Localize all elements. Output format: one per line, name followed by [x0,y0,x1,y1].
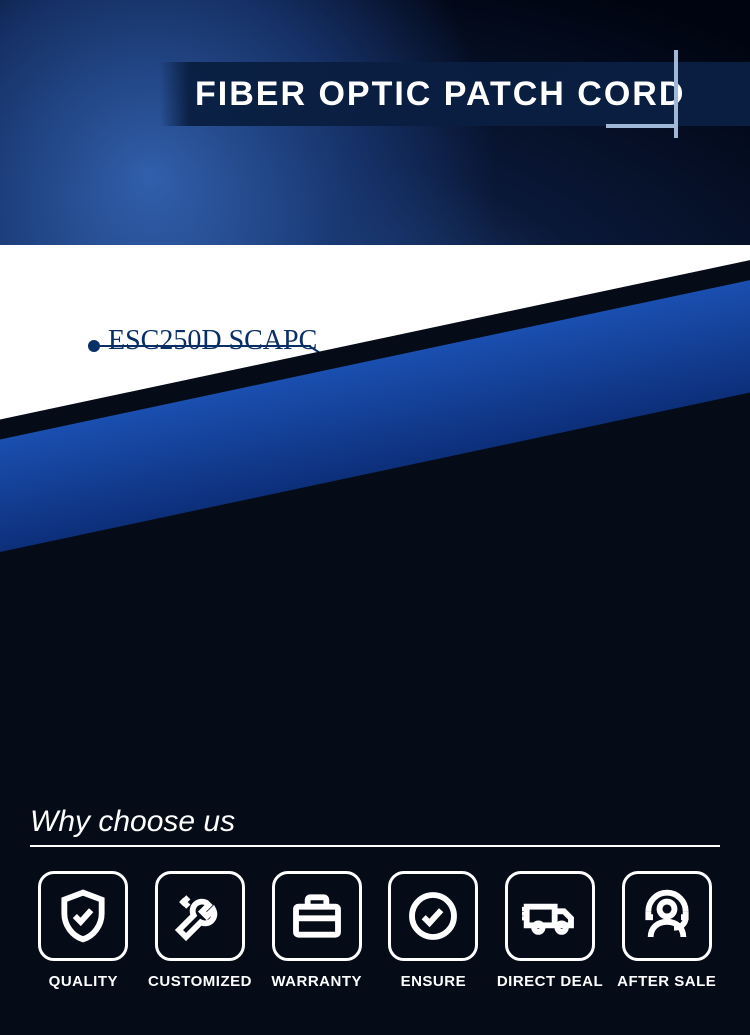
feature-warranty: WARRANTY [263,871,370,990]
headset-icon [639,888,695,944]
feature-customized: CUSTOMIZED [147,871,254,990]
feature-label: WARRANTY [271,973,362,990]
hero-title-decoration [674,50,678,138]
hero-banner: FIBER OPTIC PATCH CORD [0,0,750,245]
shield-check-icon [55,888,111,944]
check-circle-icon [405,888,461,944]
tools-icon [172,888,228,944]
feature-direct-deal: DIRECT DEAL [497,871,604,990]
why-underline [30,845,720,847]
truck-icon [522,888,578,944]
feature-label: CUSTOMIZED [148,973,252,990]
why-choose-us-section: Why choose us QUALITY CUSTOMIZED [0,785,750,1035]
feature-icon-box [622,871,712,961]
feature-ensure: ENSURE [380,871,487,990]
feature-label: ENSURE [401,973,467,990]
feature-icon-box [505,871,595,961]
briefcase-icon [289,888,345,944]
hero-title-band: FIBER OPTIC PATCH CORD [160,62,750,126]
feature-label: DIRECT DEAL [497,973,603,990]
feature-icon-box [388,871,478,961]
feature-label: AFTER SALE [617,973,716,990]
product-section: ESC250D SCAPC [0,245,750,785]
feature-icon-box [272,871,362,961]
features-row: QUALITY CUSTOMIZED WARRANTY [30,871,720,990]
feature-after-sale: AFTER SALE [613,871,720,990]
feature-quality: QUALITY [30,871,137,990]
product-label: ESC250D SCAPC [108,325,317,357]
feature-icon-box [38,871,128,961]
hero-title: FIBER OPTIC PATCH CORD [195,75,685,114]
why-title: Why choose us [30,805,720,839]
feature-icon-box [155,871,245,961]
feature-label: QUALITY [49,973,118,990]
